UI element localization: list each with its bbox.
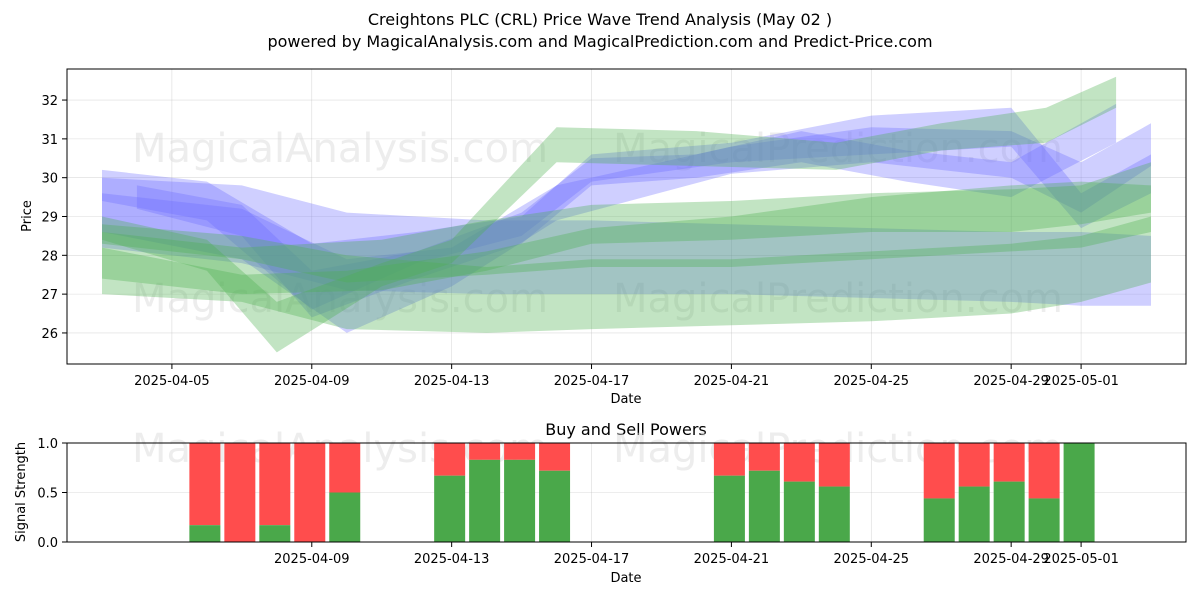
price-x-tick-label: 2025-04-29: [973, 374, 1049, 389]
price-y-tick-label: 26: [41, 327, 58, 342]
price-x-tick-label: 2025-04-05: [134, 374, 210, 389]
sell-bar: [818, 443, 850, 487]
wave-band-green-wave-1: [102, 216, 1151, 283]
signal-x-tick-label: 2025-04-21: [694, 552, 770, 567]
sell-bar: [294, 443, 326, 542]
sell-bar: [259, 443, 291, 526]
price-y-ticks: 26 27 28 29 30 31 32: [41, 94, 67, 342]
price-y-tick-label: 28: [41, 249, 58, 264]
buy-bar: [1028, 498, 1060, 542]
price-grid: [67, 69, 1186, 364]
sell-bar: [1028, 443, 1060, 499]
wave-band-blue-wave-4: [136, 103, 1117, 318]
buy-bar: [1063, 443, 1095, 542]
buy-bar: [713, 475, 745, 542]
price-y-tick-label: 29: [41, 211, 58, 226]
wave-band-blue-wave-2: [102, 123, 1151, 333]
price-y-tick-label: 31: [41, 133, 58, 148]
buy-bar: [539, 470, 571, 542]
price-x-tick-label: 2025-04-25: [834, 374, 910, 389]
price-y-label: Price: [20, 200, 35, 232]
buy-bar: [329, 492, 361, 542]
watermark-left-lower: MagicalAnalysis.com: [132, 276, 548, 322]
buy-bar: [958, 486, 990, 542]
signal-x-tick-label: 2025-05-01: [1043, 552, 1119, 567]
buy-bar: [504, 459, 536, 542]
buy-bar: [748, 470, 780, 542]
buy-bar: [434, 475, 466, 542]
signal-bars: [189, 443, 1095, 542]
buy-bar: [923, 498, 955, 542]
chart-title: Creightons PLC (CRL) Price Wave Trend An…: [368, 10, 832, 29]
signal-panel: Buy and Sell Powers MagicalAnalysis.com …: [14, 420, 1187, 586]
price-y-tick-label: 27: [41, 288, 58, 303]
signal-x-tick-label: 2025-04-09: [274, 552, 350, 567]
signal-x-tick-label: 2025-04-29: [973, 552, 1049, 567]
sell-bar: [748, 443, 780, 471]
price-x-tick-label: 2025-04-09: [274, 374, 350, 389]
watermark-right-lower: MagicalPrediction.com: [613, 276, 1063, 322]
sell-bar: [958, 443, 990, 487]
sell-bar: [539, 443, 571, 471]
signal-x-tick-label: 2025-04-25: [834, 552, 910, 567]
signal-y-label: Signal Strength: [14, 442, 29, 542]
signal-x-label: Date: [610, 571, 641, 586]
wave-band-blue-wave-3: [102, 107, 1151, 310]
price-y-tick-label: 32: [41, 94, 58, 109]
sell-bar: [189, 443, 221, 526]
sell-bar: [434, 443, 466, 476]
wave-band-blue-wave-1: [102, 177, 1151, 306]
price-x-tick-label: 2025-04-13: [414, 374, 490, 389]
sell-bar: [469, 443, 501, 460]
wave-band-green-wave-4: [102, 76, 1117, 353]
sell-bar: [923, 443, 955, 499]
price-panel: MagicalAnalysis.com MagicalPrediction.co…: [20, 68, 1187, 407]
price-x-tick-label: 2025-04-17: [554, 374, 630, 389]
signal-x-ticks: 2025-04-09 2025-04-13 2025-04-17 2025-04-21…: [274, 542, 1119, 567]
signal-title: Buy and Sell Powers: [545, 420, 707, 439]
wave-band-green-wave-2: [102, 162, 1151, 295]
sell-bar: [713, 443, 745, 476]
sell-bar: [993, 443, 1025, 482]
price-x-ticks: 2025-04-05 2025-04-09 2025-04-13 2025-04-17…: [134, 364, 1119, 389]
sell-bar: [504, 443, 536, 460]
price-watermarks: MagicalAnalysis.com MagicalPrediction.co…: [132, 126, 1063, 322]
buy-bar: [189, 525, 221, 542]
chart-subtitle: powered by MagicalAnalysis.com and Magic…: [267, 32, 932, 51]
watermark-right: MagicalPrediction.com: [613, 126, 1063, 172]
buy-bar: [993, 481, 1025, 542]
signal-y-tick-label: 0.5: [37, 487, 58, 502]
signal-y-tick-label: 1.0: [37, 437, 58, 452]
price-x-tick-label: 2025-04-21: [694, 374, 770, 389]
sell-bar: [783, 443, 815, 482]
sell-bar: [224, 443, 256, 542]
signal-y-ticks: 0.0 0.5 1.0: [37, 437, 67, 551]
sell-bar: [329, 443, 361, 493]
price-x-tick-label: 2025-05-01: [1043, 374, 1119, 389]
signal-y-tick-label: 0.0: [37, 536, 58, 551]
signal-x-tick-label: 2025-04-17: [554, 552, 630, 567]
buy-bar: [469, 459, 501, 542]
buy-bar: [818, 486, 850, 542]
signal-x-tick-label: 2025-04-13: [414, 552, 490, 567]
watermark-left: MagicalAnalysis.com: [132, 126, 548, 172]
buy-bar: [259, 525, 291, 542]
wave-band-green-wave-3: [102, 181, 1151, 333]
buy-bar: [783, 481, 815, 542]
price-x-label: Date: [610, 392, 641, 407]
wave-bands: [102, 76, 1151, 353]
price-y-tick-label: 30: [41, 172, 58, 187]
